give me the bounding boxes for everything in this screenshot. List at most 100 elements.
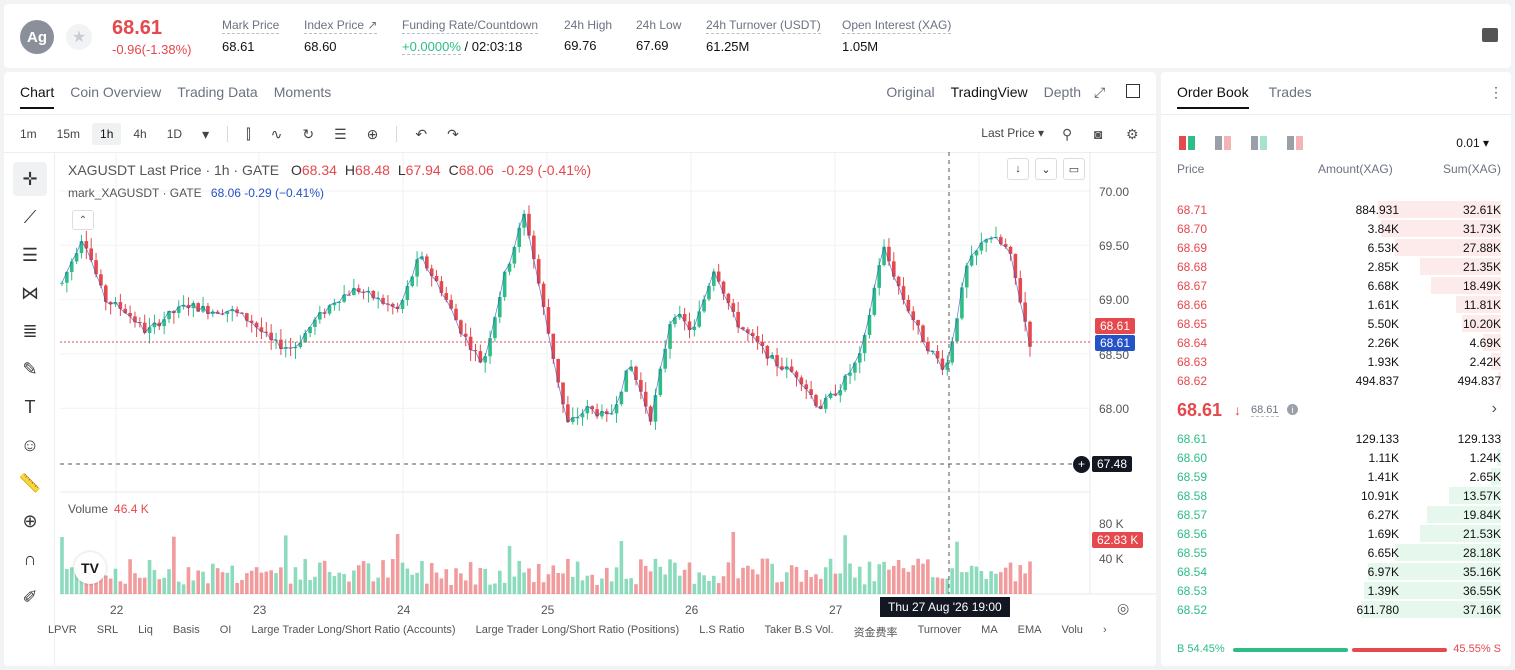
stat-index-price[interactable]: Index Price ↗ 68.60 xyxy=(304,18,378,54)
bid-row[interactable]: 68.55 6.65K 28.18K xyxy=(1161,543,1511,562)
indicator-srl[interactable]: SRL xyxy=(96,624,119,636)
view-bids-icon[interactable] xyxy=(1251,136,1267,150)
indicator-ls-ratio[interactable]: L.S Ratio xyxy=(699,624,745,636)
tab-order-book[interactable]: Order Book xyxy=(1177,84,1249,109)
tab-coin-overview[interactable]: Coin Overview xyxy=(70,84,162,100)
favorite-star-icon[interactable]: ★ xyxy=(66,24,92,50)
book-icon[interactable] xyxy=(1482,28,1498,42)
template-icon[interactable]: ☰ xyxy=(334,125,347,142)
bid-row[interactable]: 68.53 1.39K 36.55K xyxy=(1161,581,1511,600)
replay-icon[interactable]: ↻ xyxy=(302,125,315,142)
crosshair-icon[interactable]: ✛ xyxy=(13,162,47,196)
add-alert-icon[interactable]: + xyxy=(1073,456,1090,473)
ask-row[interactable]: 68.62 494.837 494.837 xyxy=(1161,371,1511,390)
tab-chart[interactable]: Chart xyxy=(20,84,55,109)
emoji-icon[interactable]: ☺ xyxy=(20,434,40,455)
tab-moments[interactable]: Moments xyxy=(273,84,332,100)
gear-icon[interactable]: ⚙ xyxy=(1126,126,1139,142)
fullscreen-icon[interactable] xyxy=(1126,84,1140,98)
bid-row[interactable]: 68.57 6.27K 19.84K xyxy=(1161,505,1511,524)
bid-row[interactable]: 68.52 611.780 37.16K xyxy=(1161,600,1511,619)
ask-row[interactable]: 68.71 884.931 32.61K xyxy=(1161,200,1511,219)
camera-icon[interactable]: ◙ xyxy=(1094,126,1103,142)
indicator-lt-accounts[interactable]: Large Trader Long/Short Ratio (Accounts) xyxy=(251,624,456,636)
zoom-in-icon[interactable]: ⊕ xyxy=(22,510,38,531)
pattern-icon[interactable]: ⋈ xyxy=(21,282,39,303)
text-icon[interactable]: T xyxy=(24,396,36,417)
indicator-lpvr[interactable]: LPVR xyxy=(48,624,77,636)
interval-1d[interactable]: 1D xyxy=(166,127,183,141)
view-asks-icon[interactable] xyxy=(1215,136,1231,150)
ask-row[interactable]: 68.70 3.84K 31.73K xyxy=(1161,219,1511,238)
collapse-pane-icon[interactable]: ⌄ xyxy=(1035,158,1057,180)
indicator-funding-rate[interactable]: 资金费率 xyxy=(853,627,898,639)
brush-icon[interactable]: ✎ xyxy=(22,358,38,379)
bid-row[interactable]: 68.56 1.69K 21.53K xyxy=(1161,524,1511,543)
tradingview-logo-icon[interactable]: TV xyxy=(74,552,106,584)
more-icon[interactable]: ⋮ xyxy=(1489,84,1503,100)
indicators-icon[interactable]: ∿ xyxy=(270,125,283,142)
volume-bar xyxy=(400,562,405,594)
candle-type-icon[interactable]: ⫿ xyxy=(246,125,251,142)
view-depth-icon[interactable] xyxy=(1287,136,1303,150)
arrow-down-icon[interactable]: ↓ xyxy=(1007,158,1029,180)
view-tradingview[interactable]: TradingView xyxy=(950,84,1028,100)
fib-icon[interactable]: ≣ xyxy=(22,320,38,341)
view-original[interactable]: Original xyxy=(886,84,935,100)
bid-row[interactable]: 68.60 1.11K 1.24K xyxy=(1161,448,1511,467)
ask-row[interactable]: 68.64 2.26K 4.69K xyxy=(1161,333,1511,352)
ask-row[interactable]: 68.65 5.50K 10.20K xyxy=(1161,314,1511,333)
chevron-right-icon[interactable]: › xyxy=(1491,400,1497,417)
ask-row[interactable]: 68.66 1.61K 11.81K xyxy=(1161,295,1511,314)
stat-mark-price[interactable]: Mark Price 68.61 xyxy=(222,18,280,54)
chevron-down-icon[interactable]: ▾ xyxy=(202,125,210,142)
ruler-icon[interactable]: 📏 xyxy=(18,472,42,493)
interval-4h[interactable]: 4h xyxy=(133,127,147,141)
indicator-oi[interactable]: OI xyxy=(219,624,232,636)
search-icon[interactable]: ⚲ xyxy=(1062,126,1073,142)
expand-icon[interactable]: ⤢ xyxy=(1094,84,1106,100)
interval-1h[interactable]: 1h xyxy=(92,123,122,145)
ask-row[interactable]: 68.68 2.85K 21.35K xyxy=(1161,257,1511,276)
depth-bar xyxy=(1461,315,1501,332)
undo-icon[interactable]: ↶ xyxy=(415,125,428,142)
collapse-legend-button[interactable]: ⌃ xyxy=(72,210,94,230)
stat-funding-rate[interactable]: Funding Rate/Countdown +0.0000% / 02:03:… xyxy=(402,18,539,55)
chevron-right-icon[interactable]: › xyxy=(1102,624,1107,636)
price-chart[interactable] xyxy=(4,72,1156,666)
indicator-volume[interactable]: Volu xyxy=(1061,624,1083,636)
view-depth[interactable]: Depth xyxy=(1043,84,1081,100)
indicator-ma[interactable]: MA xyxy=(981,624,998,636)
indicator-ema[interactable]: EMA xyxy=(1017,624,1042,636)
indicator-turnover[interactable]: Turnover xyxy=(917,624,962,636)
maximize-pane-icon[interactable]: ▭ xyxy=(1063,158,1085,180)
precision-select[interactable]: 0.01 ▾ xyxy=(1456,136,1489,150)
bid-row[interactable]: 68.59 1.41K 2.65K xyxy=(1161,467,1511,486)
view-both-icon[interactable] xyxy=(1179,136,1195,150)
interval-15m[interactable]: 15m xyxy=(56,127,81,141)
ask-row[interactable]: 68.67 6.68K 18.49K xyxy=(1161,276,1511,295)
chart-settings-icon[interactable]: ◎ xyxy=(1117,600,1130,616)
tab-trading-data[interactable]: Trading Data xyxy=(177,84,258,100)
bid-row[interactable]: 68.61 129.133 129.133 xyxy=(1161,429,1511,448)
alert-add-icon[interactable]: ⊕ xyxy=(366,125,379,142)
indicator-basis[interactable]: Basis xyxy=(172,624,200,636)
price-source-select[interactable]: Last Price ▾ xyxy=(981,126,1044,140)
pencil-icon[interactable]: ✐ xyxy=(22,586,38,607)
info-icon[interactable]: i xyxy=(1287,404,1298,415)
bid-row[interactable]: 68.54 6.97K 35.16K xyxy=(1161,562,1511,581)
indicator-lt-positions[interactable]: Large Trader Long/Short Ratio (Positions… xyxy=(475,624,680,636)
indicator-liq[interactable]: Liq xyxy=(138,624,153,636)
indicator-taker-vol[interactable]: Taker B.S Vol. xyxy=(764,624,834,636)
stat-open-interest[interactable]: Open Interest (XAG) 1.05M xyxy=(842,18,952,54)
bid-row[interactable]: 68.58 10.91K 13.57K xyxy=(1161,486,1511,505)
horizontal-lines-icon[interactable]: ☰ xyxy=(21,244,39,265)
magnet-icon[interactable]: ∩ xyxy=(23,548,37,569)
redo-icon[interactable]: ↷ xyxy=(447,125,459,142)
trendline-icon[interactable]: ⟋ xyxy=(23,206,37,227)
stat-24h-turnover[interactable]: 24h Turnover (USDT) 61.25M xyxy=(706,18,821,54)
tab-trades[interactable]: Trades xyxy=(1268,84,1312,100)
ask-row[interactable]: 68.63 1.93K 2.42K xyxy=(1161,352,1511,371)
interval-1m[interactable]: 1m xyxy=(20,127,37,141)
ask-row[interactable]: 68.69 6.53K 27.88K xyxy=(1161,238,1511,257)
